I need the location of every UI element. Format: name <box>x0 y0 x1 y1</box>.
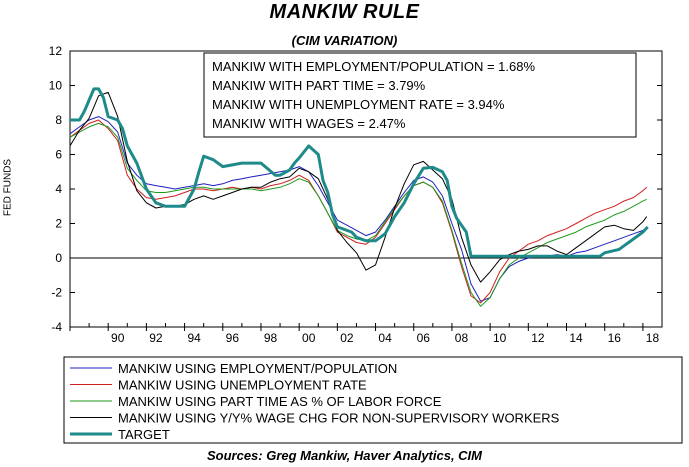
x-tick-label: 08 <box>455 331 469 345</box>
legend-label: MANKIW USING Y/Y% WAGE CHG FOR NON-SUPER… <box>118 411 560 426</box>
annotation-box <box>203 52 637 138</box>
x-tick-label: 16 <box>608 331 622 345</box>
x-tick-label: 10 <box>493 331 507 345</box>
y-tick-label: 12 <box>49 44 63 58</box>
x-tick-label: 92 <box>149 331 163 345</box>
annotation-line: MANKIW WITH PART TIME = 3.79% <box>212 78 426 93</box>
y-tick-label: 2 <box>55 217 62 231</box>
x-tick-label: 90 <box>111 331 125 345</box>
annotation-line: MANKIW WITH EMPLOYMENT/POPULATION = 1.68… <box>212 59 535 74</box>
y-tick-label: 8 <box>55 113 62 127</box>
series-line-1 <box>69 116 647 302</box>
x-tick-label: 98 <box>264 331 278 345</box>
y-tick-label: 10 <box>49 79 63 93</box>
x-tick-label: 12 <box>531 331 545 345</box>
series-line-5 <box>70 87 649 258</box>
y-tick-label: -2 <box>51 286 62 300</box>
legend-label: TARGET <box>118 427 170 442</box>
x-tick-label: 02 <box>340 331 354 345</box>
y-tick-label: 4 <box>55 182 62 196</box>
legend-label: MANKIW USING EMPLOYMENT/POPULATION <box>118 361 397 376</box>
legend-box <box>63 356 683 444</box>
x-tick-label: 00 <box>302 331 316 345</box>
x-tick-label: 18 <box>646 331 660 345</box>
annotation-line: MANKIW WITH WAGES = 2.47% <box>212 116 406 131</box>
y-tick-label: 6 <box>55 148 62 162</box>
y-tick-label: 0 <box>55 251 62 265</box>
annotation-line: MANKIW WITH UNEMPLOYMENT RATE = 3.94% <box>212 97 505 112</box>
y-tick-label: -4 <box>51 320 62 334</box>
chart-subtitle: (CIM VARIATION) <box>291 33 398 48</box>
x-tick-label: 14 <box>569 331 583 345</box>
legend-label: MANKIW USING UNEMPLOYMENT RATE <box>118 378 367 393</box>
x-tick-label: 94 <box>187 331 201 345</box>
chart-title: MANKIW RULE <box>269 1 420 23</box>
x-tick-label: 96 <box>226 331 240 345</box>
series-line-2 <box>69 119 648 304</box>
x-tick-label: 06 <box>417 331 431 345</box>
x-tick-label: 04 <box>378 331 392 345</box>
legend-label: MANKIW USING PART TIME AS % OF LABOR FOR… <box>118 394 442 409</box>
series-line-3 <box>69 122 647 307</box>
sources-caption: Sources: Greg Mankiw, Haver Analytics, C… <box>206 448 482 463</box>
